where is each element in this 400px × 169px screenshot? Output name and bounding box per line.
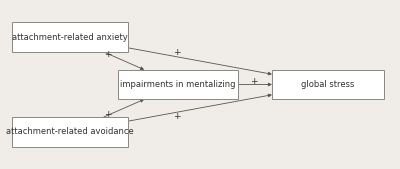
Text: attachment-related anxiety: attachment-related anxiety <box>12 33 128 42</box>
Text: global stress: global stress <box>301 80 355 89</box>
Text: +: + <box>104 50 112 59</box>
Text: attachment-related avoidance: attachment-related avoidance <box>6 127 134 136</box>
Text: +: + <box>174 48 181 57</box>
FancyBboxPatch shape <box>12 117 128 147</box>
Text: +: + <box>174 112 181 121</box>
FancyBboxPatch shape <box>118 70 238 99</box>
Text: +: + <box>250 77 257 86</box>
Text: +: + <box>104 110 112 119</box>
Text: impairments in mentalizing: impairments in mentalizing <box>120 80 236 89</box>
FancyBboxPatch shape <box>12 22 128 52</box>
FancyBboxPatch shape <box>272 70 384 99</box>
